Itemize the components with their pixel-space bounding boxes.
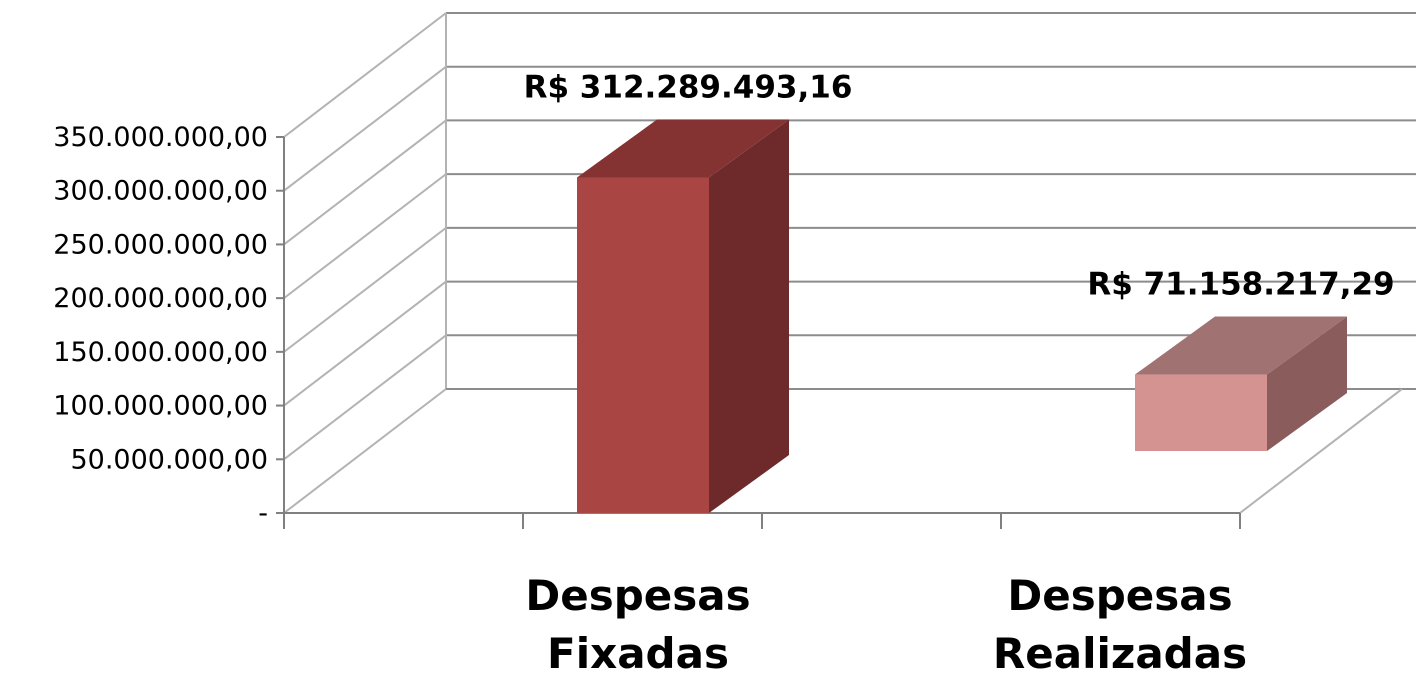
chart-grid [283,12,1416,514]
category-label: Fixadas [547,629,729,673]
bar-2 [1135,316,1347,451]
y-tick-label: 100.000.000,00 [53,391,268,422]
gridline-wall [283,12,447,138]
data-label: R$ 312.289.493,16 [524,70,853,106]
y-tick-label: 350.000.000,00 [53,122,268,153]
y-tick-label: 50.000.000,00 [70,444,268,475]
y-tick-label: - [258,498,268,529]
category-label: Despesas [1007,571,1232,620]
y-tick-label: 150.000.000,00 [53,337,268,368]
gridline-wall [283,388,447,514]
category-label: Despesas [525,571,750,620]
bar-front [577,177,709,514]
data-label: R$ 71.158.217,29 [1087,267,1394,303]
bar-top [1135,316,1347,375]
chart-bars [577,119,1347,514]
bar-front [1135,374,1267,451]
bar-side [709,119,789,514]
gridline-wall [283,280,447,407]
bar-top [577,119,789,178]
y-tick-label: 300.000.000,00 [53,176,268,207]
chart-axes: - 50.000.000,00 100.000.000,00 150.000.000,… [53,122,1241,529]
chart-labels: R$ 312.289.493,16 R$ 71.158.217,29 Despesa… [524,70,1395,673]
category-label: Realizadas [993,629,1247,673]
gridline-wall [283,119,447,246]
bar-side [1267,316,1347,451]
y-tick-label: 200.000.000,00 [53,283,268,314]
floor-right-edge [1239,388,1403,514]
gridline-wall [283,227,447,353]
y-tick-label: 250.000.000,00 [53,229,268,260]
gridline-wall [283,173,447,299]
gridline-wall [283,65,447,192]
gridline-wall [283,334,447,461]
bar-1 [577,119,789,514]
